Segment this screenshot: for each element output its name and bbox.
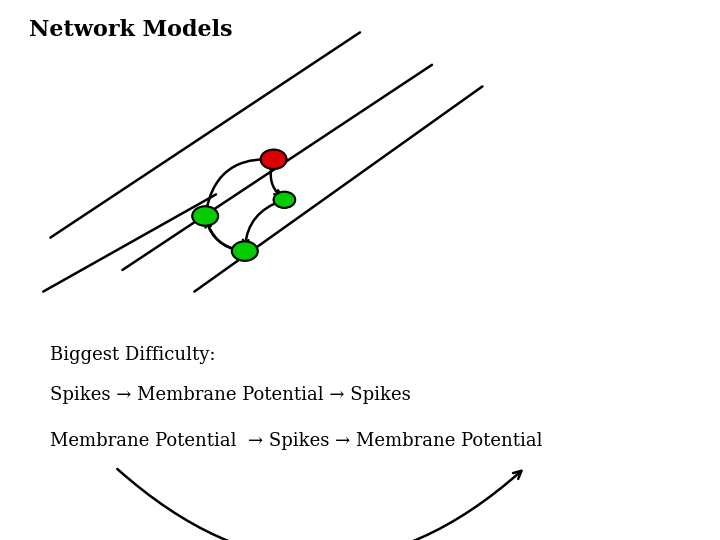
FancyArrowPatch shape [117, 469, 521, 540]
FancyArrowPatch shape [243, 201, 282, 246]
FancyArrowPatch shape [271, 162, 280, 196]
Text: Spikes → Membrane Potential → Spikes: Spikes → Membrane Potential → Spikes [50, 386, 411, 404]
FancyArrowPatch shape [206, 219, 239, 252]
Circle shape [261, 150, 287, 169]
FancyArrowPatch shape [206, 156, 268, 213]
Circle shape [232, 241, 258, 261]
Text: Biggest Difficulty:: Biggest Difficulty: [50, 346, 216, 363]
Text: Membrane Potential  → Spikes → Membrane Potential: Membrane Potential → Spikes → Membrane P… [50, 432, 543, 450]
FancyArrowPatch shape [205, 221, 242, 251]
Text: Network Models: Network Models [29, 19, 233, 41]
Circle shape [274, 192, 295, 208]
Circle shape [192, 206, 218, 226]
